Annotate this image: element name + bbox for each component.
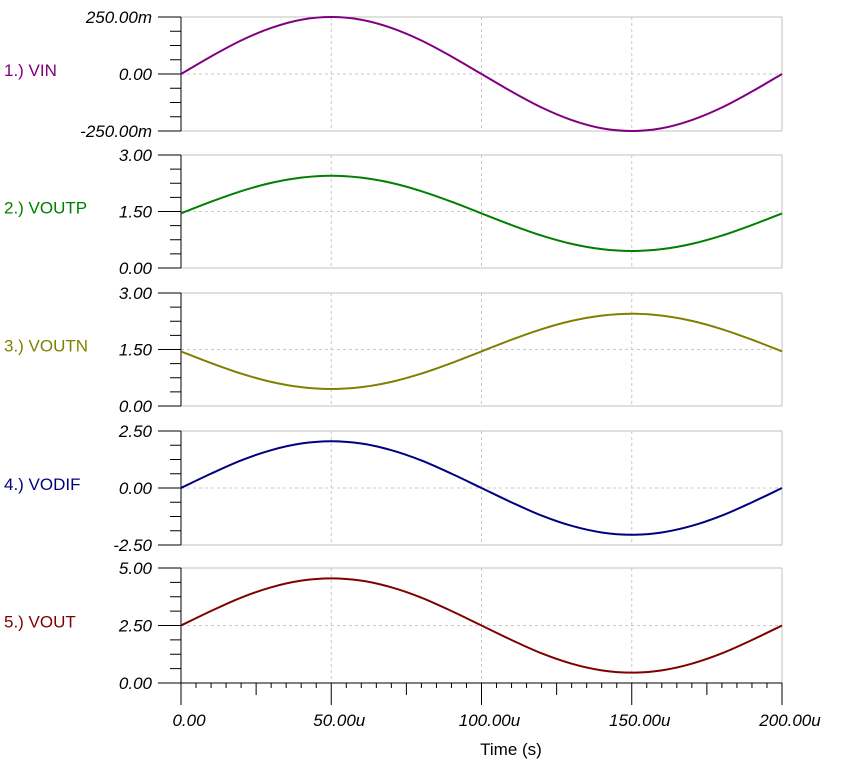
series-label: 1.) VIN <box>4 61 57 80</box>
series-label: 5.) VOUT <box>4 613 76 632</box>
y-tick-label: 250.00m <box>85 8 152 27</box>
y-tick-label: 5.00 <box>119 559 153 578</box>
y-tick-label: -2.50 <box>113 536 152 555</box>
y-tick-label: 0.00 <box>119 397 153 416</box>
y-tick-label: 0.00 <box>119 65 153 84</box>
y-tick-label: 3.00 <box>119 146 153 165</box>
series-line-5 <box>180 577 783 674</box>
y-tick-label: 0.00 <box>119 479 153 498</box>
series-line-3 <box>180 312 783 391</box>
y-tick-label: 3.00 <box>119 284 153 303</box>
y-tick-label: 0.00 <box>119 674 153 693</box>
series-line-1 <box>180 15 783 133</box>
x-tick-label: 0.00 <box>172 711 206 730</box>
panel-2: 0.00 1.50 3.00 2.) VOUTP <box>4 146 783 278</box>
y-tick-label: 1.50 <box>119 341 153 360</box>
x-axis: 0.00 50.00u 100.00u 150.00u 200.00u <box>172 682 821 730</box>
series-line-2 <box>180 174 783 253</box>
x-tick-label: 200.00u <box>758 711 821 730</box>
series-label: 3.) VOUTN <box>4 337 88 356</box>
panel-1: -250.00m 0.00 250.00m 1.) VIN <box>4 8 783 141</box>
y-tick-label: 2.50 <box>118 422 153 441</box>
series-label: 2.) VOUTP <box>4 199 87 218</box>
panel-5: 0.00 2.50 5.00 5.) VOUT <box>4 559 783 693</box>
x-tick-label: 100.00u <box>459 711 521 730</box>
x-tick-label: 50.00u <box>313 711 366 730</box>
y-tick-label: -250.00m <box>80 122 152 141</box>
series-label: 4.) VODIF <box>4 475 81 494</box>
x-axis-title: Time (s) <box>480 740 542 759</box>
panel-4: -2.50 0.00 2.50 4.) VODIF <box>4 422 783 555</box>
y-tick-label: 2.50 <box>118 617 153 636</box>
y-tick-label: 1.50 <box>119 203 153 222</box>
x-tick-label: 150.00u <box>609 711 671 730</box>
panel-3: 0.00 1.50 3.00 3.) VOUTN <box>4 284 783 416</box>
series-line-4 <box>180 440 783 536</box>
y-tick-label: 0.00 <box>119 259 153 278</box>
